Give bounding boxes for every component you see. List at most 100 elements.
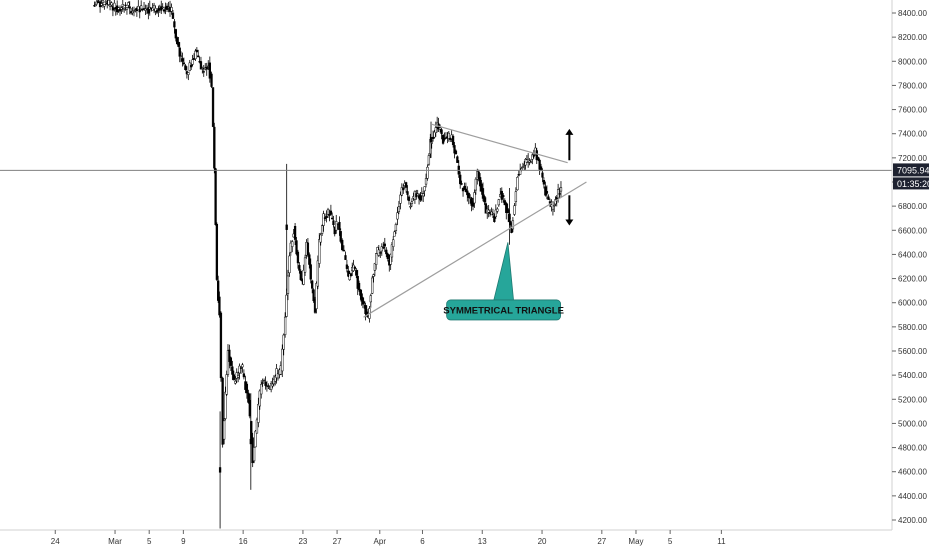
candle-body (513, 205, 516, 215)
candle (459, 171, 462, 189)
candle (160, 0, 163, 15)
candle (424, 173, 428, 188)
candle-body (174, 29, 177, 39)
time-tick-label: 6 (420, 537, 425, 546)
candle (440, 128, 443, 140)
time-axis[interactable]: 24 Mar 5 9 16 23 27 Apr 6 13 20 27 May 5 11 (0, 529, 892, 546)
candle-body (121, 4, 124, 7)
candle (390, 242, 394, 263)
candle (282, 333, 285, 356)
candle-body (372, 274, 375, 277)
candle (298, 262, 301, 274)
candle-body (103, 4, 106, 7)
candle-body (218, 467, 222, 473)
candle-body (510, 228, 513, 233)
time-tick-label: 13 (478, 537, 487, 546)
candle (271, 377, 274, 389)
candle (316, 255, 320, 290)
candle (320, 224, 324, 236)
candle-body (210, 73, 213, 87)
candle-body (182, 62, 186, 65)
candle (239, 366, 243, 375)
candle (454, 149, 458, 155)
candle-body (205, 67, 208, 70)
candle-body (409, 206, 412, 208)
candle (173, 18, 176, 34)
candle (272, 375, 276, 387)
candle-body (213, 126, 216, 169)
candle (399, 191, 402, 210)
candle (487, 204, 490, 218)
candle-body (320, 225, 324, 234)
price-tick-label: 8400.00 (898, 9, 927, 18)
triangle-upper-line (430, 123, 568, 164)
candle-body (224, 391, 227, 419)
price-axis[interactable]: 4200.00 4400.00 4600.00 4800.00 5000.00 5200.… (891, 0, 932, 530)
candle (383, 237, 386, 252)
candle (295, 236, 298, 256)
price-tag-bg (893, 163, 929, 177)
time-tick-label: 23 (298, 537, 307, 546)
candle-body (422, 193, 425, 197)
candle-body (154, 7, 157, 12)
candle-body (429, 137, 433, 143)
candle (474, 177, 478, 195)
price-tick-label: 6400.00 (898, 250, 927, 259)
candle-body (459, 174, 462, 185)
candle (211, 87, 215, 128)
candle (315, 281, 318, 314)
candle-body (152, 4, 156, 10)
candle (375, 252, 378, 270)
time-tick-label: 5 (147, 537, 152, 546)
candle-body (386, 253, 389, 260)
candle (285, 163, 288, 291)
candle (396, 206, 399, 226)
candle (110, 1, 113, 7)
candle (467, 192, 470, 205)
candle-body (179, 55, 183, 57)
candle-body (161, 6, 164, 9)
candle-body (270, 382, 273, 390)
time-tick-label: Mar (108, 537, 122, 546)
candle (464, 182, 468, 193)
candle (288, 252, 291, 277)
candle-body (325, 216, 328, 218)
candle (274, 374, 277, 386)
candle (473, 189, 476, 208)
candle (410, 198, 414, 207)
price-tick-label: 7400.00 (898, 130, 927, 139)
candle-body (463, 185, 466, 190)
candle-body (491, 213, 495, 215)
candle (162, 8, 166, 14)
candle-body (252, 447, 256, 462)
candle (257, 397, 260, 428)
candle-body (535, 150, 538, 161)
candle-body (312, 289, 315, 302)
candle (205, 62, 208, 76)
candle-body (291, 241, 294, 247)
candle-body (178, 47, 181, 57)
candle (258, 389, 261, 410)
candle-body (529, 161, 532, 163)
candle-body (517, 173, 520, 176)
candle-body (190, 65, 193, 68)
candle-body (481, 188, 485, 199)
candle-body (202, 71, 205, 73)
candle-body (194, 50, 197, 60)
candle-body (406, 191, 409, 195)
candle (449, 137, 452, 143)
candle-body (558, 193, 561, 195)
candle-body (318, 239, 321, 264)
candle-body (407, 196, 411, 201)
candle (111, 4, 115, 17)
candle-body (221, 377, 224, 445)
candle (342, 245, 346, 252)
candle-body (341, 239, 344, 251)
candle-body (326, 209, 330, 215)
candle-body (272, 379, 276, 385)
candle-body (286, 275, 290, 294)
candle-body (283, 316, 287, 335)
candle (191, 54, 194, 67)
candle-body (302, 270, 305, 285)
